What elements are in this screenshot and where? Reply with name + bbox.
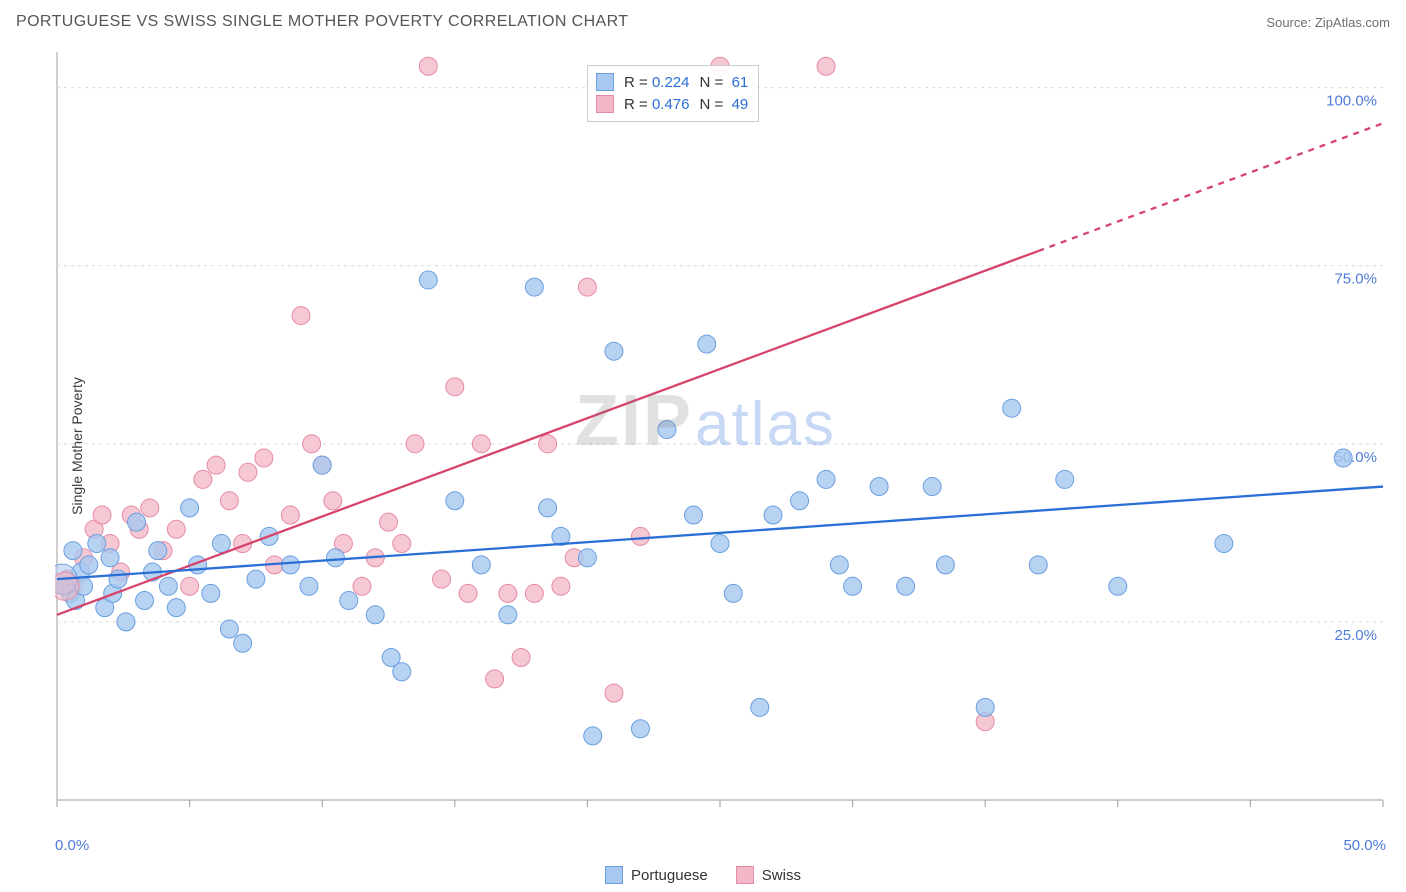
x-axis-min-label: 0.0% xyxy=(55,837,89,854)
source-attribution: Source: ZipAtlas.com xyxy=(1266,15,1390,30)
source-label: Source: xyxy=(1266,15,1311,30)
r-value-portuguese: 0.224 xyxy=(652,74,690,91)
title-row: PORTUGUESE VS SWISS SINGLE MOTHER POVERT… xyxy=(16,10,1390,34)
n-value-portuguese: 61 xyxy=(732,74,749,91)
plot-area: 25.0%50.0%75.0%100.0% ZIP atlas R = 0.22… xyxy=(55,50,1385,820)
n-label: N = 49 xyxy=(699,96,748,113)
stats-row-swiss: R = 0.476 N = 49 xyxy=(596,93,748,115)
r-label: R = 0.476 xyxy=(624,96,689,113)
chart-container: PORTUGUESE VS SWISS SINGLE MOTHER POVERT… xyxy=(0,0,1406,892)
chart-title: PORTUGUESE VS SWISS SINGLE MOTHER POVERT… xyxy=(16,13,628,31)
swatch-portuguese xyxy=(596,73,614,91)
legend-label-swiss: Swiss xyxy=(762,867,801,884)
svg-text:25.0%: 25.0% xyxy=(1334,627,1377,644)
legend-label-portuguese: Portuguese xyxy=(631,867,708,884)
series-legend: Portuguese Swiss xyxy=(0,866,1406,884)
n-value-swiss: 49 xyxy=(732,96,749,113)
r-label: R = 0.224 xyxy=(624,74,689,91)
stats-legend: R = 0.224 N = 61 R = 0.476 N = 49 xyxy=(587,65,759,122)
n-label: N = 61 xyxy=(699,74,748,91)
swatch-swiss-icon xyxy=(736,866,754,884)
source-value: ZipAtlas.com xyxy=(1315,15,1390,30)
stats-row-portuguese: R = 0.224 N = 61 xyxy=(596,71,748,93)
svg-text:75.0%: 75.0% xyxy=(1334,271,1377,288)
scatter-svg: 25.0%50.0%75.0%100.0% xyxy=(55,50,1385,820)
swatch-portuguese-icon xyxy=(605,866,623,884)
swatch-swiss xyxy=(596,95,614,113)
x-axis-max-label: 50.0% xyxy=(1343,837,1386,854)
svg-text:100.0%: 100.0% xyxy=(1326,93,1377,110)
legend-item-portuguese: Portuguese xyxy=(605,866,708,884)
r-value-swiss: 0.476 xyxy=(652,96,690,113)
legend-item-swiss: Swiss xyxy=(736,866,801,884)
